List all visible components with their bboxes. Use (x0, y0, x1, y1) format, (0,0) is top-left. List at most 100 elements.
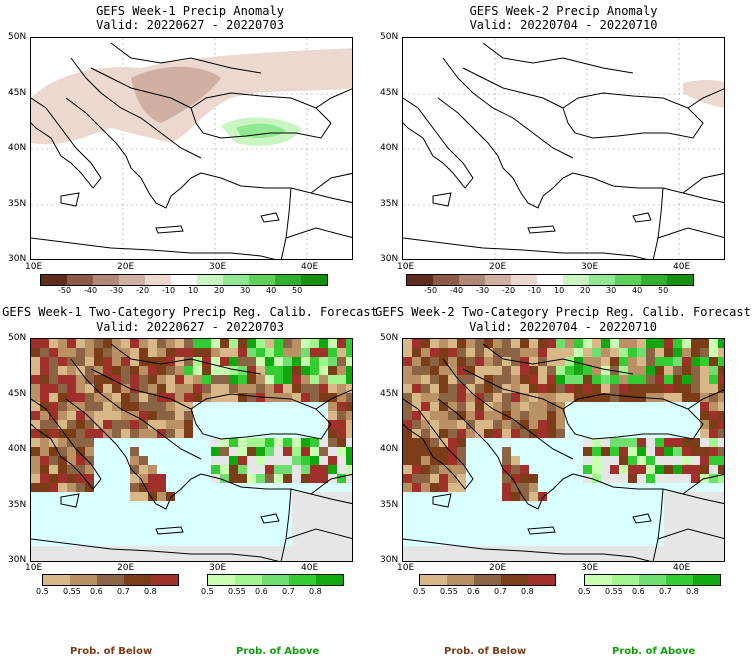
probability-cell (337, 339, 346, 348)
probability-cell (220, 339, 229, 348)
probability-cell (148, 546, 157, 555)
lon-label: 30E (581, 563, 599, 573)
probability-cell (220, 465, 229, 474)
probability-cell (31, 357, 40, 366)
probability-cell (184, 555, 193, 561)
probability-cell (601, 438, 610, 447)
probability-cell (583, 555, 592, 561)
colorbar-swatch (171, 275, 197, 285)
probability-cell (682, 492, 691, 501)
probability-cell (682, 447, 691, 456)
probability-cell (484, 366, 493, 375)
probability-cell (193, 366, 202, 375)
colorbar-swatch (666, 575, 693, 585)
probability-cell (466, 555, 475, 561)
probability-cell (58, 555, 67, 561)
probability-cell (475, 411, 484, 420)
probability-cell (484, 402, 493, 411)
probability-cell (502, 555, 511, 561)
probability-cell (31, 483, 40, 492)
probability-cell (283, 546, 292, 555)
probability-cell (421, 555, 430, 561)
probability-cell (337, 474, 346, 483)
probability-cell (475, 420, 484, 429)
map-canvas (31, 38, 352, 259)
probability-cell (403, 402, 412, 411)
probability-cell (337, 357, 346, 366)
map-week2-probability (402, 338, 725, 562)
probability-cell (493, 339, 502, 348)
prob-above-caption: Prob. of Above (236, 646, 320, 657)
probability-cell (475, 375, 484, 384)
probability-cell (229, 348, 238, 357)
probability-cell (439, 375, 448, 384)
probability-cell (67, 555, 76, 561)
probability-cell (148, 555, 157, 561)
probability-cell (166, 402, 175, 411)
probability-cell (58, 447, 67, 456)
probability-cell (700, 402, 709, 411)
probability-cell (283, 438, 292, 447)
probability-cell (421, 465, 430, 474)
probability-cell (511, 339, 520, 348)
probability-cell (565, 384, 574, 393)
probability-cell (448, 438, 457, 447)
probability-cell (574, 357, 583, 366)
probability-cell (274, 555, 283, 561)
probability-cell (202, 555, 211, 561)
probability-cell (421, 384, 430, 393)
colorbar-swatch (501, 575, 528, 585)
probability-cell (319, 348, 328, 357)
probability-cell (592, 348, 601, 357)
probability-cell (718, 348, 724, 357)
colorbar-tick-label: 0.6 (90, 587, 103, 596)
probability-cell (592, 456, 601, 465)
probability-cell (709, 411, 718, 420)
probability-cell (337, 438, 346, 447)
panel-1-valid: Valid: 20220627 - 20220703 (96, 18, 284, 32)
probability-cell (430, 420, 439, 429)
probability-cell (646, 555, 655, 561)
probability-cell (673, 546, 682, 555)
probability-cell (403, 420, 412, 429)
probability-cell (664, 447, 673, 456)
probability-cell (247, 357, 256, 366)
probability-cell (691, 438, 700, 447)
probability-cell (601, 366, 610, 375)
probability-cell (76, 447, 85, 456)
probability-cell (637, 438, 646, 447)
probability-cell (637, 465, 646, 474)
probability-cell (139, 483, 148, 492)
colorbar-tick-label: 0.5 (578, 587, 591, 596)
probability-cell (265, 357, 274, 366)
probability-cell (103, 339, 112, 348)
probability-cell (238, 438, 247, 447)
probability-cell (175, 402, 184, 411)
probability-cell (547, 555, 556, 561)
probability-cell (673, 438, 682, 447)
probability-cell (709, 339, 718, 348)
probability-cell (457, 402, 466, 411)
probability-cell (58, 483, 67, 492)
coast-italy (31, 97, 102, 189)
border-central (110, 343, 262, 375)
probability-cell (274, 384, 283, 393)
probability-cell (193, 393, 202, 402)
probability-cell (319, 375, 328, 384)
probability-cell (556, 348, 565, 357)
probability-cell (112, 555, 121, 561)
probability-cell (673, 357, 682, 366)
probability-cell (502, 429, 511, 438)
probability-cell (412, 447, 421, 456)
probability-cell (31, 402, 40, 411)
probability-cell (256, 339, 265, 348)
probability-cell (166, 366, 175, 375)
colorbar-tick-label: 0.5 (201, 587, 214, 596)
probability-cell (76, 546, 85, 555)
probability-cell (655, 375, 664, 384)
probability-cell (94, 348, 103, 357)
coast-black-sea (562, 92, 704, 139)
probability-cell (709, 348, 718, 357)
probability-cell (31, 555, 40, 561)
probability-cell (484, 375, 493, 384)
